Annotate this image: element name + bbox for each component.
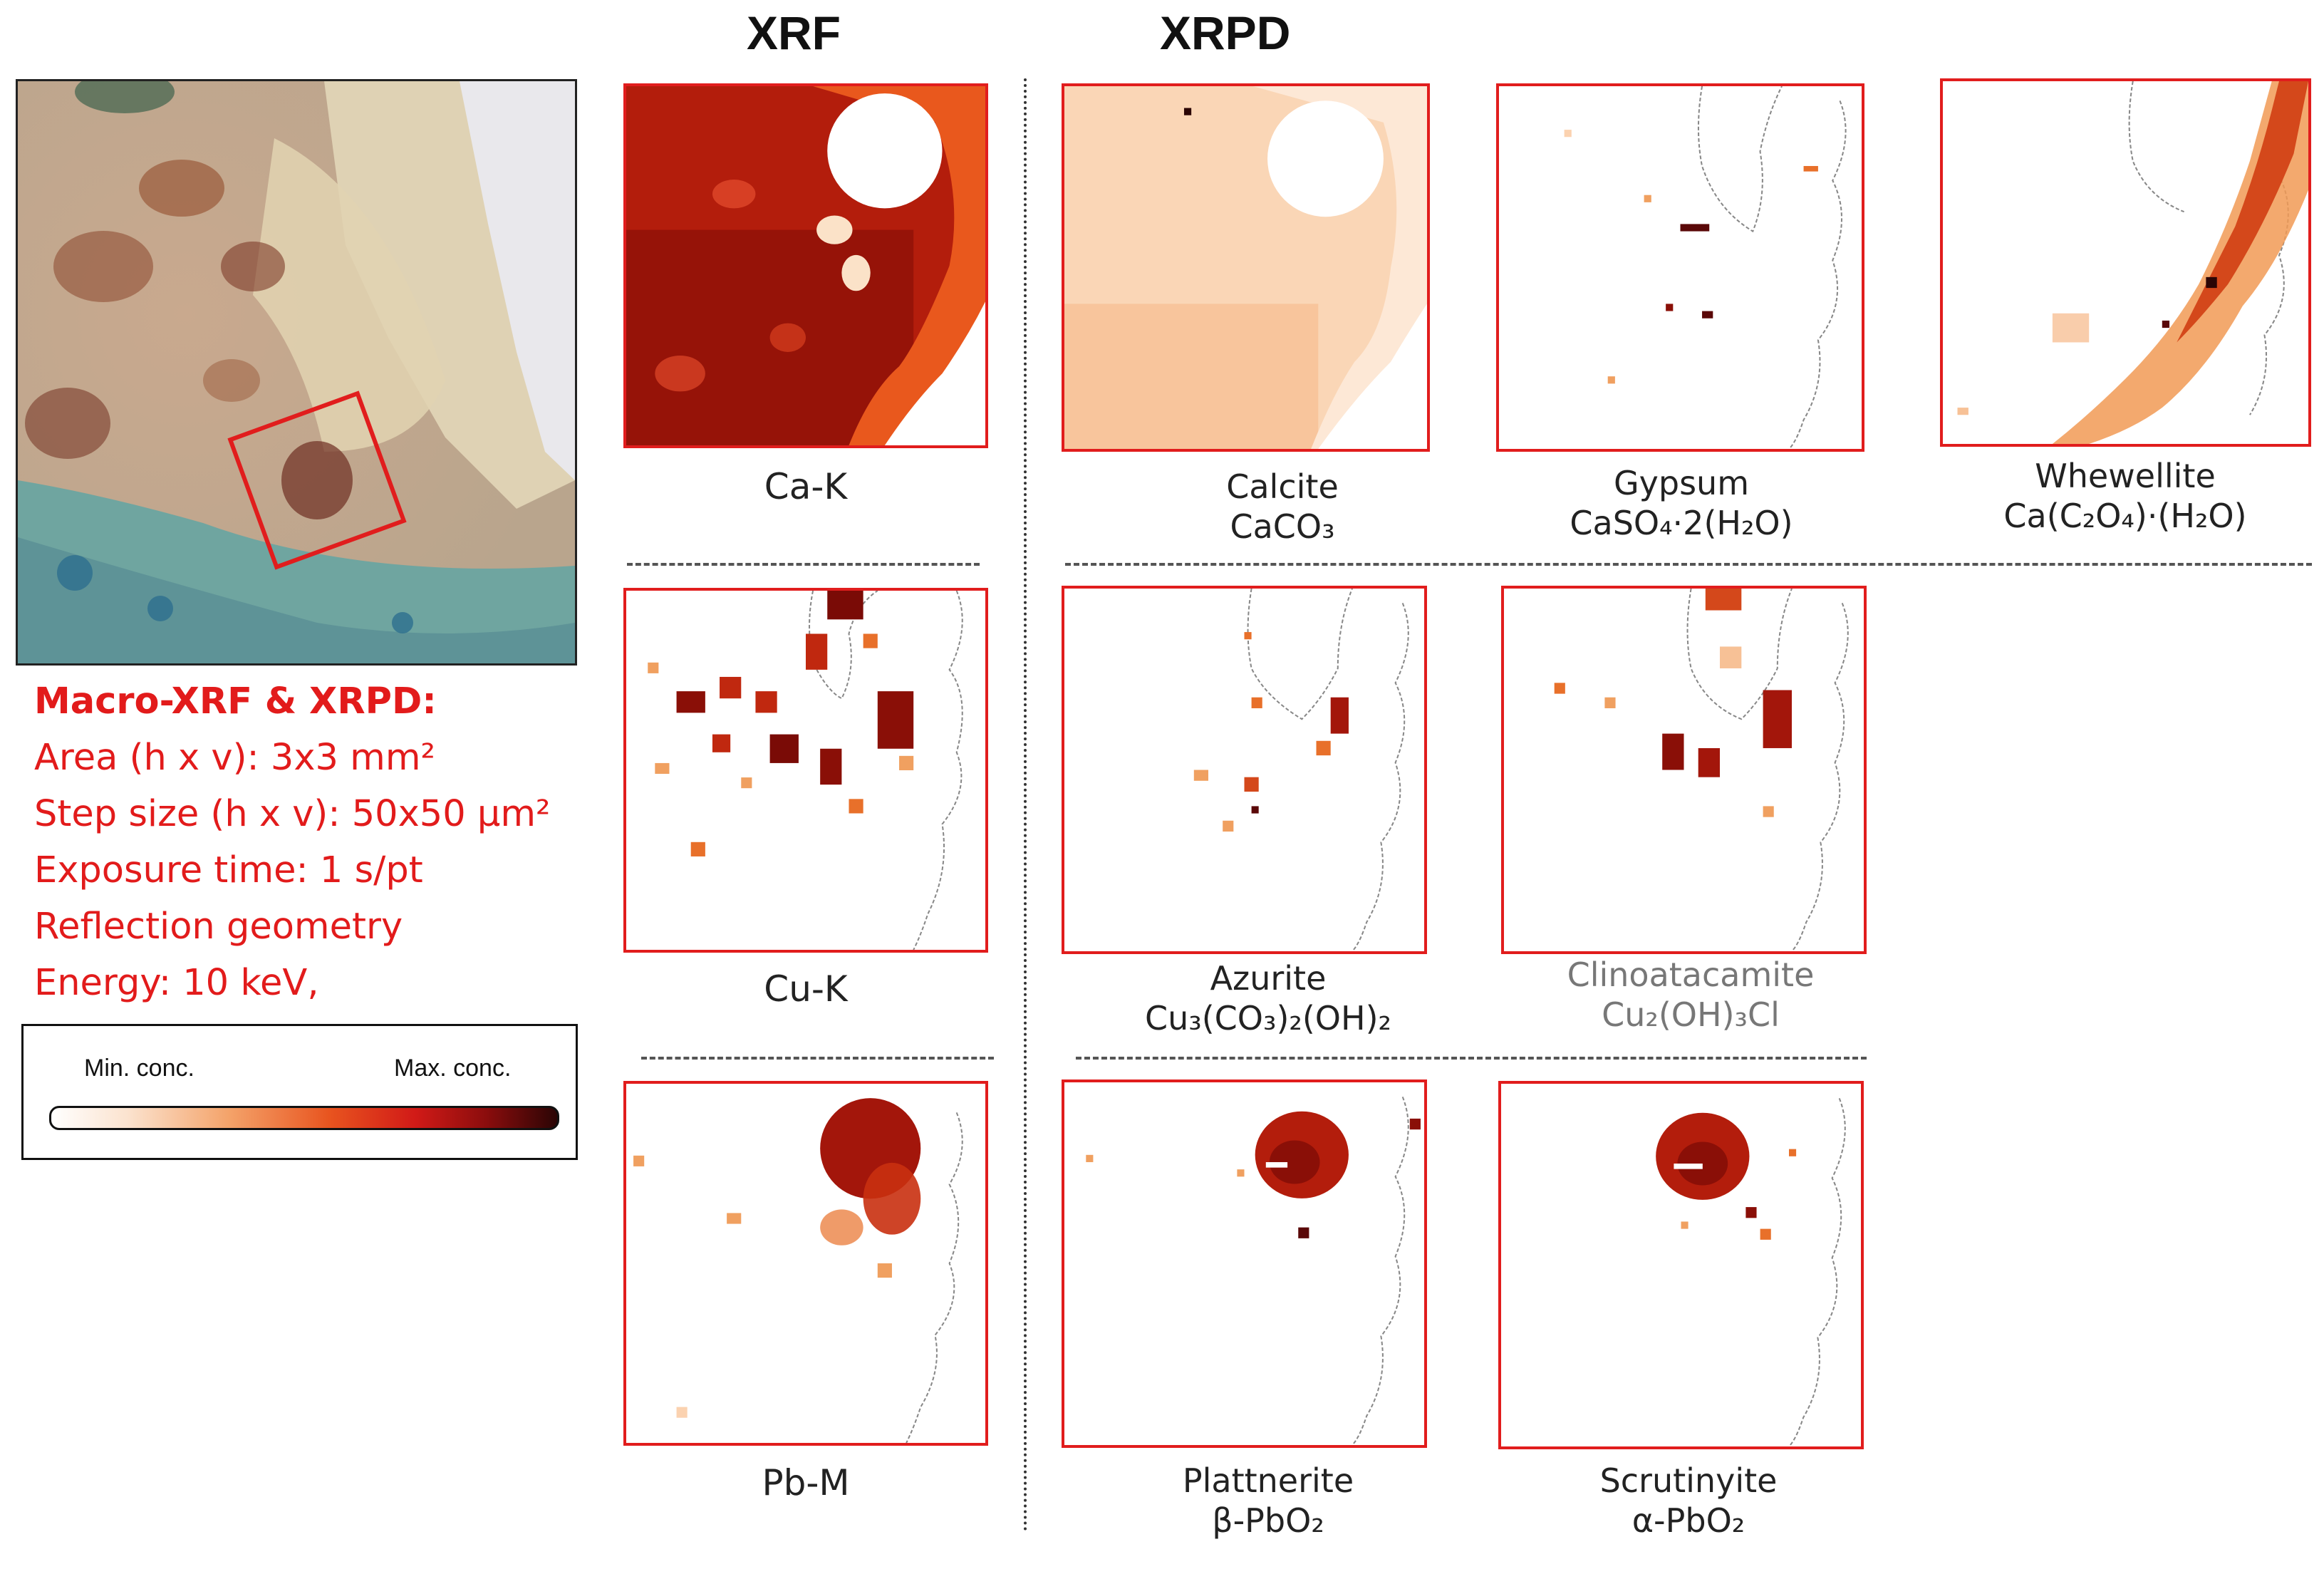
info-energy: Energy: 10 keV, xyxy=(34,962,319,1004)
caption-calcite: Calcite CaCO₃ xyxy=(1062,467,1503,547)
caption-ca-k: Ca-K xyxy=(764,466,848,507)
map-cu-k xyxy=(623,588,988,953)
map-calcite xyxy=(1062,83,1430,452)
info-geometry: Reflection geometry xyxy=(34,906,403,948)
sample-photo xyxy=(16,79,577,666)
gypsum-formula: CaSO₄·2(H₂O) xyxy=(1570,504,1793,542)
info-area: Area (h x v): 3x3 mm² xyxy=(34,737,435,779)
plattnerite-formula: β-PbO₂ xyxy=(1212,1501,1324,1540)
info-exposure: Exposure time: 1 s/pt xyxy=(34,849,423,891)
clinoatacamite-formula: Cu₂(OH)₃Cl xyxy=(1602,995,1780,1034)
map-whewellite xyxy=(1940,78,2311,447)
xrf-header: XRF xyxy=(747,6,841,59)
map-gypsum xyxy=(1496,83,1864,452)
divider-xrpd-row2 xyxy=(1076,1057,1867,1060)
caption-whewellite: Whewellite Ca(C₂O₄)·(H₂O) xyxy=(1904,456,2324,536)
plattnerite-name: Plattnerite xyxy=(1182,1461,1354,1500)
map-ca-k xyxy=(623,83,988,448)
divider-xrf-row2 xyxy=(641,1057,994,1060)
scrutinyite-formula: α-PbO₂ xyxy=(1632,1501,1745,1540)
info-step-size: Step size (h x v): 50x50 μm² xyxy=(34,793,551,835)
caption-scrutinyite: Scrutinyite α-PbO₂ xyxy=(1468,1461,1909,1541)
calcite-name: Calcite xyxy=(1226,467,1339,506)
legend-max-label: Max. conc. xyxy=(394,1055,512,1082)
azurite-formula: Cu₃(CO₃)₂(OH)₂ xyxy=(1145,999,1391,1037)
map-plattnerite xyxy=(1062,1079,1427,1448)
colorbar-gradient xyxy=(49,1106,559,1130)
xrpd-header: XRPD xyxy=(1160,6,1291,59)
map-clinoatacamite xyxy=(1501,586,1867,954)
caption-azurite: Azurite Cu₃(CO₃)₂(OH)₂ xyxy=(1047,958,1489,1038)
caption-gypsum: Gypsum CaSO₄·2(H₂O) xyxy=(1461,463,1902,543)
scrutinyite-name: Scrutinyite xyxy=(1599,1461,1778,1500)
map-scrutinyite xyxy=(1498,1081,1864,1449)
acquisition-parameters: Macro-XRF & XRPD: Area (h x v): 3x3 mm² … xyxy=(34,673,550,1011)
info-title: Macro-XRF & XRPD: xyxy=(34,680,437,723)
caption-plattnerite: Plattnerite β-PbO₂ xyxy=(1047,1461,1489,1541)
caption-cu-k: Cu-K xyxy=(764,968,848,1010)
map-azurite xyxy=(1062,586,1427,954)
map-pb-m xyxy=(623,1081,988,1446)
legend-min-label: Min. conc. xyxy=(84,1055,194,1082)
colorbar-legend: Min. conc. Max. conc. xyxy=(21,1024,578,1160)
clinoatacamite-name: Clinoatacamite xyxy=(1567,956,1815,994)
caption-clinoatacamite: Clinoatacamite Cu₂(OH)₃Cl xyxy=(1470,955,1911,1035)
caption-pb-m: Pb-M xyxy=(762,1462,850,1503)
whewellite-formula: Ca(C₂O₄)·(H₂O) xyxy=(2003,497,2247,535)
calcite-formula: CaCO₃ xyxy=(1230,507,1335,546)
gypsum-name: Gypsum xyxy=(1614,464,1749,502)
xrf-xrpd-divider xyxy=(1024,78,1027,1532)
divider-xrpd-row1 xyxy=(1065,563,2312,566)
divider-xrf-row1 xyxy=(627,563,980,566)
whewellite-name: Whewellite xyxy=(2035,457,2216,495)
azurite-name: Azurite xyxy=(1210,959,1327,998)
